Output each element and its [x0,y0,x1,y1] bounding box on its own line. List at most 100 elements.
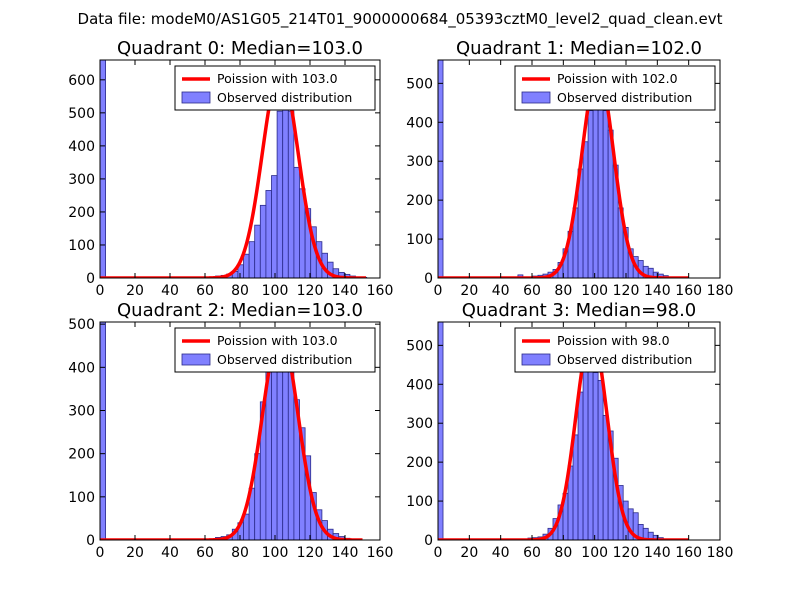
histogram-bar [587,110,594,278]
y-tick-label: 0 [86,271,95,287]
plot-area [100,322,364,540]
panel-quadrant-1: 0 20 40 60 80 100 120 140 160 180 0 100 200 300 400 500… [406,38,733,299]
x-tick-label: 120 [297,545,324,561]
y-tick-label: 200 [406,193,433,209]
axes-frame [437,59,721,279]
x-tick-label: 100 [262,545,289,561]
histogram-bar [265,190,272,278]
poisson-curve [100,68,367,278]
x-tick-label: 160 [675,283,702,299]
histogram-bar [438,60,444,278]
plot-area [100,60,368,278]
legend-bar-swatch [181,353,211,366]
x-tick-label: 100 [581,283,608,299]
x-tick-label: 140 [644,545,671,561]
x-tick-label: 0 [96,545,105,561]
y-tick-label: 500 [406,76,433,92]
y-tick-label: 600 [68,73,95,89]
x-tick-label: 60 [523,283,541,299]
histogram-bar [572,434,579,540]
legend-line-label: Poission with 103.0 [217,71,338,86]
x-tick-label: 60 [523,545,541,561]
axes-frame [437,321,721,541]
x-tick-label: 80 [554,545,572,561]
x-tick-label: 180 [707,545,734,561]
y-tick-label: 500 [406,338,433,354]
panel-quadrant-2: 0 20 40 60 80 100 120 140 160 0 100 200 300 400 500 Qua… [68,300,393,561]
x-tick-label: 100 [581,545,608,561]
histogram-bar [592,82,599,278]
x-tick-label: 120 [297,283,324,299]
y-tick-label: 500 [68,317,95,333]
figure-suptitle: Data file: modeM0/AS1G05_214T01_90000006… [78,10,723,29]
legend: Poission with 102.0 Observed distribution [514,65,716,111]
histogram-bar [100,60,106,278]
x-tick-label: 60 [196,545,214,561]
histogram-bar [577,391,584,540]
x-tick-label: 180 [707,283,734,299]
x-tick-label: 0 [434,545,443,561]
panel-title: Quadrant 3: Median=98.0 [462,300,697,321]
legend-bar-swatch [181,91,211,104]
y-tick-label: 400 [406,377,433,393]
legend-bar-label: Observed distribution [557,352,692,367]
histogram-bar [293,166,300,278]
histogram-bar [582,141,589,278]
y-tick-label: 100 [406,232,433,248]
y-tick-label: 0 [424,271,433,287]
y-tick-label: 500 [68,106,95,122]
histogram-bar [597,379,604,540]
legend-line-label: Poission with 102.0 [557,71,678,86]
histogram-bar [248,241,256,278]
y-tick-label: 300 [406,416,433,432]
histogram-bar [602,415,609,540]
histogram-bar [271,175,278,278]
x-tick-label: 20 [460,283,478,299]
x-tick-label: 40 [492,545,510,561]
legend-bar-label: Observed distribution [217,352,352,367]
x-tick-label: 20 [126,283,144,299]
x-tick-label: 40 [161,283,179,299]
x-tick-label: 140 [332,283,359,299]
poisson-curve [100,331,364,540]
histogram-bar [438,322,444,540]
legend: Poission with 103.0 Observed distribution [174,327,376,373]
legend: Poission with 103.0 Observed distribution [174,65,376,111]
x-tick-label: 80 [231,545,249,561]
y-tick-label: 100 [406,494,433,510]
plot-area [438,60,690,278]
x-tick-label: 20 [460,545,478,561]
x-tick-label: 40 [161,545,179,561]
histogram-bar [287,371,295,540]
histogram-bar [254,224,261,278]
x-tick-label: 140 [644,283,671,299]
legend-bar-label: Observed distribution [557,90,692,105]
histogram-bar [602,110,609,278]
histogram-bar [587,352,594,540]
y-tick-label: 300 [406,154,433,170]
histogram-bar [243,253,250,278]
x-tick-label: 80 [554,283,572,299]
x-tick-label: 0 [434,283,443,299]
panel-title: Quadrant 2: Median=103.0 [117,300,363,321]
x-tick-label: 120 [613,545,640,561]
x-tick-label: 140 [332,545,359,561]
legend-bar-swatch [521,353,551,366]
x-tick-label: 0 [96,283,105,299]
y-tick-label: 100 [68,490,95,506]
histogram-bar [282,343,289,540]
legend-bar-label: Observed distribution [217,90,352,105]
y-tick-label: 0 [424,533,433,549]
histogram-bar [597,81,604,278]
x-tick-label: 120 [613,283,640,299]
legend: Poission with 98.0 Observed distribution [514,327,716,373]
histogram-bar [582,364,589,540]
y-tick-label: 300 [68,172,95,188]
x-tick-label: 160 [367,545,394,561]
panel-title: Quadrant 1: Median=102.0 [456,38,702,59]
x-tick-label: 80 [231,283,249,299]
histogram-bar [592,372,599,540]
legend-line-label: Poission with 98.0 [557,333,670,348]
histogram-bar [259,204,267,278]
